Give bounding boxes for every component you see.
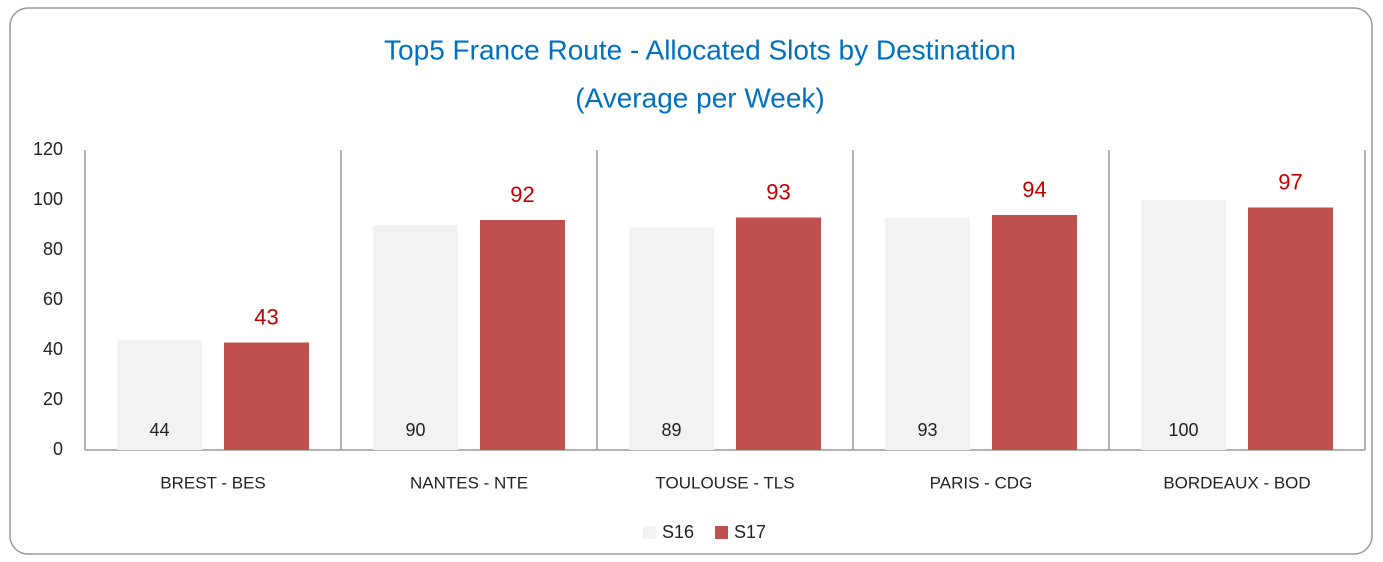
legend-swatch (643, 526, 656, 539)
y-tick-label: 120 (33, 139, 63, 159)
bar (992, 215, 1077, 450)
data-label: 93 (917, 420, 937, 440)
bar (885, 217, 970, 450)
legend-swatch (715, 526, 728, 539)
bar (224, 342, 309, 450)
bar (629, 227, 714, 450)
x-tick-label: BORDEAUX - BOD (1163, 473, 1310, 492)
bar (736, 217, 821, 450)
x-tick-label: NANTES - NTE (410, 473, 528, 492)
bar (1248, 207, 1333, 450)
chart-title: Top5 France Route - Allocated Slots by D… (384, 34, 1016, 65)
x-tick-label: TOULOUSE - TLS (655, 473, 794, 492)
chart-subtitle: (Average per Week) (575, 82, 825, 113)
data-label: 44 (149, 420, 169, 440)
data-label: 89 (661, 420, 681, 440)
y-tick-label: 80 (43, 239, 63, 259)
y-tick-label: 0 (53, 439, 63, 459)
data-label: 92 (510, 182, 534, 207)
data-label: 97 (1278, 169, 1302, 194)
legend-label: S16 (662, 522, 694, 542)
bar (117, 340, 202, 450)
x-tick-label: BREST - BES (160, 473, 266, 492)
x-tick-label: PARIS - CDG (930, 473, 1033, 492)
bar (373, 225, 458, 450)
bar (1141, 200, 1226, 450)
legend-label: S17 (734, 522, 766, 542)
y-tick-label: 100 (33, 189, 63, 209)
y-tick-label: 40 (43, 339, 63, 359)
y-tick-label: 60 (43, 289, 63, 309)
data-label: 90 (405, 420, 425, 440)
data-label: 43 (254, 304, 278, 329)
data-label: 94 (1022, 177, 1046, 202)
y-tick-label: 20 (43, 389, 63, 409)
data-label: 100 (1168, 420, 1198, 440)
bar (480, 220, 565, 450)
data-label: 93 (766, 179, 790, 204)
